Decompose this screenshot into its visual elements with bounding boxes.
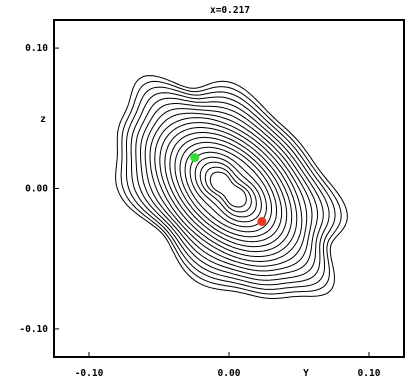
contour-line xyxy=(209,171,247,208)
contour-line xyxy=(174,136,283,243)
contour-line xyxy=(130,92,330,286)
y-axis-ticks: 0.10 0.00 -0.10 xyxy=(19,43,59,335)
green-point-marker xyxy=(190,153,200,163)
y-tick-label: 0.00 xyxy=(25,184,48,195)
y-tick-label: 0.10 xyxy=(25,43,48,54)
contour-line xyxy=(204,166,252,213)
x-tick-label: 0.10 xyxy=(358,368,381,379)
contour-line xyxy=(154,117,303,262)
x-axis-label: Y xyxy=(303,368,309,379)
contour-line xyxy=(115,75,348,299)
contour-line xyxy=(126,86,336,290)
contour-line xyxy=(194,156,262,223)
contour-line xyxy=(120,80,342,295)
contour-line xyxy=(149,112,308,267)
marker-layer xyxy=(190,153,267,226)
x-axis-ticks: -0.10 0.00 0.10 xyxy=(75,352,381,379)
contour-line xyxy=(135,97,324,281)
contour-line xyxy=(169,132,288,248)
y-axis-label: z xyxy=(40,114,46,125)
plot-frame xyxy=(53,19,405,358)
contour-line xyxy=(184,146,272,233)
contour-line xyxy=(140,103,319,277)
y-tick-label: -0.10 xyxy=(19,324,48,335)
contour-line xyxy=(159,122,298,257)
contour-line xyxy=(164,127,293,253)
contour-line xyxy=(144,108,313,272)
x-tick-label: 0.00 xyxy=(218,368,241,379)
contour-line xyxy=(179,141,278,238)
contour-line xyxy=(199,161,257,218)
contour-lines xyxy=(115,75,348,299)
x-tick-label: -0.10 xyxy=(75,368,104,379)
contour-line xyxy=(189,151,268,228)
red-point-marker xyxy=(257,216,267,226)
chart-title: x=0.217 xyxy=(210,5,250,16)
